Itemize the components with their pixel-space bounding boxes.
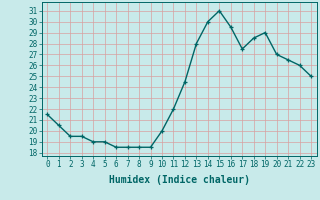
X-axis label: Humidex (Indice chaleur): Humidex (Indice chaleur) <box>109 175 250 185</box>
